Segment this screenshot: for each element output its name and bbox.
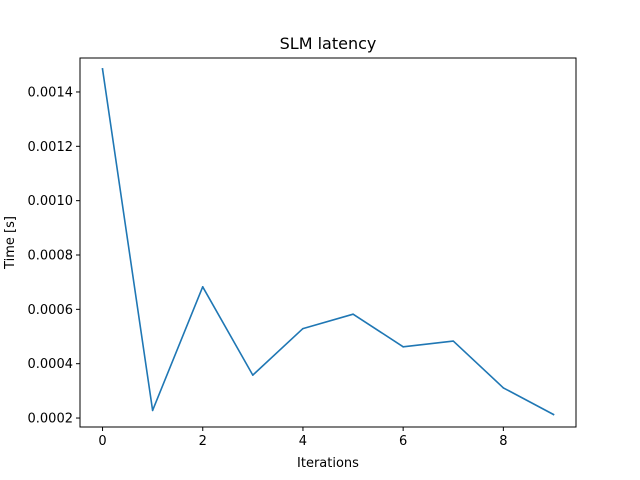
y-tick-label: 0.0012 <box>28 140 74 155</box>
series-line-0 <box>101 67 555 416</box>
x-tick-label: 2 <box>199 434 207 449</box>
data-point <box>502 387 505 389</box>
y-tick-label: 0.0004 <box>28 357 74 372</box>
x-tick-label: 6 <box>399 434 407 449</box>
data-point <box>552 413 555 416</box>
y-axis-label: Time [s] <box>3 216 18 270</box>
ticks: 0 2 4 6 8 0.0002 0.0004 0.0006 0.0008 0.0010 0.001… <box>28 85 508 449</box>
plot-frame <box>79 57 577 428</box>
y-tick-label: 0.0002 <box>28 412 74 427</box>
data-point <box>201 285 204 288</box>
data-point <box>452 340 455 342</box>
data-point <box>352 313 354 316</box>
y-tick-label: 0.0008 <box>28 248 74 263</box>
plot-area <box>80 58 576 427</box>
data-point <box>101 68 104 70</box>
data-point <box>302 327 304 330</box>
x-tick-label: 0 <box>98 434 106 449</box>
y-tick-label: 0.0014 <box>28 85 74 100</box>
y-tick-label: 0.0010 <box>28 194 74 209</box>
data-point <box>151 409 154 412</box>
x-tick-label: 8 <box>499 434 507 449</box>
chart-title: SLM latency <box>280 34 377 53</box>
y-tick-label: 0.0006 <box>28 303 74 318</box>
x-axis-label: Iterations <box>297 456 359 471</box>
data-point <box>252 374 254 376</box>
series-lines <box>101 67 555 416</box>
x-tick-label: 4 <box>299 434 307 449</box>
data-point <box>402 346 404 348</box>
